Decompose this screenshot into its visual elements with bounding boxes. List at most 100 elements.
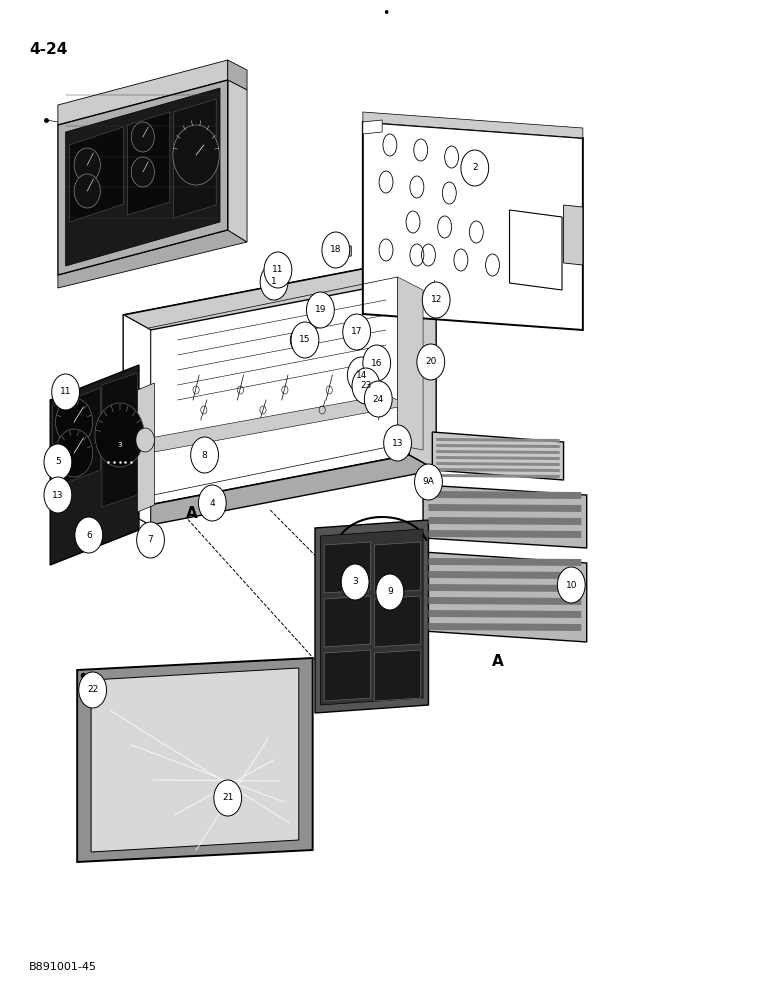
Circle shape — [131, 157, 154, 187]
Polygon shape — [58, 80, 228, 275]
Polygon shape — [363, 122, 583, 330]
Circle shape — [136, 428, 154, 452]
Polygon shape — [324, 542, 371, 593]
Polygon shape — [228, 60, 247, 90]
Polygon shape — [320, 529, 423, 705]
Text: A: A — [492, 654, 504, 670]
Polygon shape — [174, 99, 216, 218]
Circle shape — [137, 522, 164, 558]
Text: 7: 7 — [147, 536, 154, 544]
Text: •: • — [382, 7, 390, 20]
Text: 1: 1 — [271, 277, 277, 286]
Text: 8: 8 — [201, 450, 208, 460]
Polygon shape — [52, 388, 100, 488]
Text: 13: 13 — [392, 438, 403, 448]
Circle shape — [557, 567, 585, 603]
Text: 20: 20 — [425, 358, 436, 366]
Text: 9: 9 — [387, 587, 393, 596]
Circle shape — [376, 574, 404, 610]
Text: 4: 4 — [209, 498, 215, 508]
Text: 5: 5 — [55, 458, 61, 466]
Circle shape — [264, 252, 292, 288]
Circle shape — [52, 374, 80, 410]
Polygon shape — [428, 530, 581, 538]
Polygon shape — [228, 80, 247, 242]
Circle shape — [74, 174, 100, 208]
Text: 12: 12 — [431, 296, 442, 304]
Polygon shape — [351, 366, 367, 384]
Circle shape — [198, 485, 226, 521]
Circle shape — [291, 322, 319, 358]
Text: 4-24: 4-24 — [29, 42, 68, 57]
Polygon shape — [124, 315, 151, 525]
Circle shape — [352, 368, 380, 404]
Polygon shape — [124, 260, 436, 330]
Circle shape — [290, 328, 309, 352]
Polygon shape — [102, 373, 137, 507]
Polygon shape — [374, 596, 421, 647]
Polygon shape — [564, 205, 583, 265]
Circle shape — [415, 464, 442, 500]
Polygon shape — [77, 658, 313, 862]
Circle shape — [296, 335, 303, 345]
Circle shape — [214, 780, 242, 816]
Circle shape — [341, 564, 369, 600]
Polygon shape — [428, 584, 581, 592]
Polygon shape — [344, 325, 358, 341]
Text: 23: 23 — [361, 381, 371, 390]
Text: 11: 11 — [60, 387, 71, 396]
Text: 16: 16 — [371, 359, 382, 367]
Circle shape — [74, 148, 100, 182]
Polygon shape — [428, 610, 581, 618]
Text: 24: 24 — [373, 394, 384, 403]
Circle shape — [173, 125, 219, 185]
Text: B891001-45: B891001-45 — [29, 962, 97, 972]
Polygon shape — [139, 395, 409, 452]
Text: 11: 11 — [273, 265, 283, 274]
Circle shape — [191, 437, 218, 473]
Polygon shape — [423, 552, 587, 642]
Polygon shape — [428, 504, 581, 512]
Circle shape — [461, 150, 489, 186]
Polygon shape — [428, 597, 581, 605]
Text: 22: 22 — [87, 686, 98, 694]
Circle shape — [425, 355, 436, 369]
Polygon shape — [124, 260, 409, 510]
Circle shape — [419, 347, 442, 377]
Polygon shape — [436, 474, 560, 478]
Text: A: A — [185, 506, 198, 520]
Polygon shape — [315, 520, 428, 713]
Polygon shape — [398, 277, 423, 450]
Text: 17: 17 — [351, 328, 362, 336]
Polygon shape — [58, 60, 228, 125]
Polygon shape — [428, 558, 581, 566]
Text: 9A: 9A — [422, 478, 435, 487]
Polygon shape — [374, 542, 421, 593]
Circle shape — [384, 425, 411, 461]
Text: 13: 13 — [52, 490, 63, 499]
Circle shape — [56, 398, 93, 446]
Circle shape — [260, 264, 288, 300]
Polygon shape — [127, 112, 170, 215]
Circle shape — [343, 314, 371, 350]
Polygon shape — [428, 623, 581, 631]
Text: 14: 14 — [356, 370, 367, 379]
Polygon shape — [66, 88, 220, 266]
Polygon shape — [58, 230, 247, 288]
Circle shape — [371, 392, 382, 406]
Polygon shape — [510, 210, 562, 290]
Polygon shape — [432, 432, 564, 480]
Polygon shape — [50, 365, 139, 565]
Polygon shape — [436, 450, 560, 454]
Polygon shape — [428, 491, 581, 499]
Circle shape — [75, 517, 103, 553]
Polygon shape — [324, 596, 371, 647]
Polygon shape — [436, 438, 560, 442]
Polygon shape — [374, 650, 421, 701]
Polygon shape — [124, 315, 151, 525]
Text: 21: 21 — [222, 794, 233, 802]
Polygon shape — [427, 290, 442, 302]
Circle shape — [364, 381, 392, 417]
Polygon shape — [328, 246, 351, 258]
Circle shape — [322, 232, 350, 268]
